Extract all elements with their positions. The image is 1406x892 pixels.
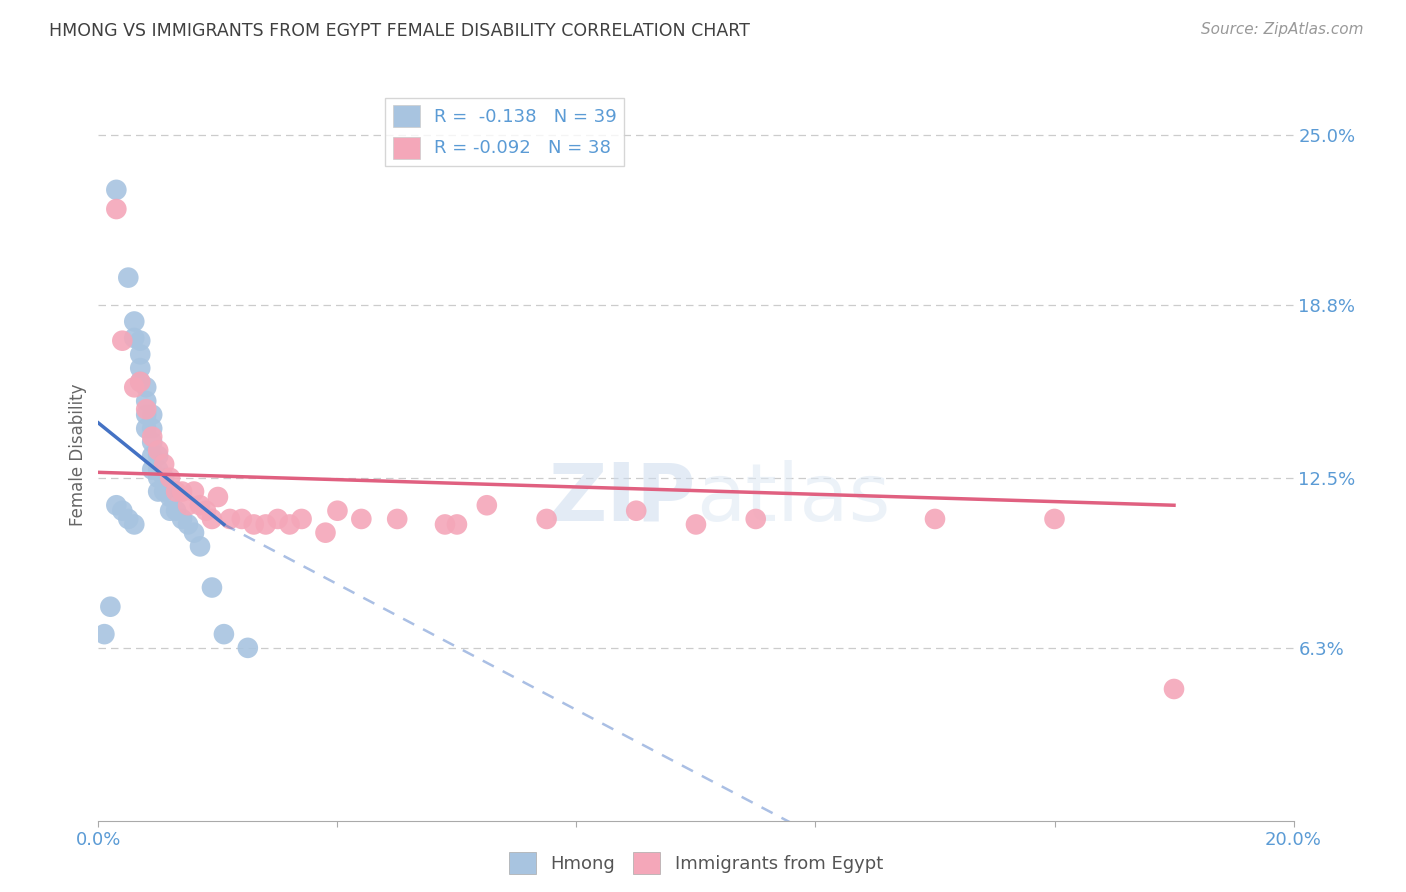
Point [141, 421, 163, 435]
Point [183, 484, 205, 499]
Point [129, 361, 152, 376]
Point [212, 627, 235, 641]
Point [278, 517, 301, 532]
Point [111, 504, 134, 518]
Point [153, 484, 176, 499]
Point [148, 449, 170, 463]
Point [135, 394, 157, 409]
Point [207, 490, 229, 504]
Point [105, 498, 128, 512]
Point [1163, 681, 1185, 696]
Point [536, 512, 558, 526]
Point [135, 408, 157, 422]
Point [434, 517, 457, 532]
Point [291, 512, 314, 526]
Point [231, 512, 253, 526]
Point [124, 517, 146, 532]
Point [124, 314, 146, 328]
Point [159, 471, 181, 485]
Point [129, 347, 152, 361]
Legend: Hmong, Immigrants from Egypt: Hmong, Immigrants from Egypt [502, 845, 890, 881]
Point [685, 517, 707, 532]
Point [141, 449, 163, 463]
Point [188, 498, 211, 512]
Point [124, 380, 146, 394]
Point [135, 380, 157, 394]
Point [148, 462, 170, 476]
Point [153, 471, 176, 485]
Text: ZIP: ZIP [548, 459, 696, 538]
Point [177, 517, 200, 532]
Point [243, 517, 266, 532]
Point [148, 443, 170, 458]
Point [111, 334, 134, 348]
Point [172, 484, 194, 499]
Point [626, 504, 648, 518]
Point [165, 504, 187, 518]
Point [129, 334, 152, 348]
Point [195, 504, 218, 518]
Point [745, 512, 768, 526]
Point [446, 517, 468, 532]
Point [188, 540, 211, 554]
Point [135, 421, 157, 435]
Point [236, 640, 259, 655]
Point [141, 435, 163, 450]
Point [148, 471, 170, 485]
Point [924, 512, 946, 526]
Point [117, 270, 139, 285]
Text: atlas: atlas [696, 459, 890, 538]
Point [183, 525, 205, 540]
Point [153, 457, 176, 471]
Text: Source: ZipAtlas.com: Source: ZipAtlas.com [1201, 22, 1364, 37]
Point [350, 512, 373, 526]
Point [148, 484, 170, 499]
Point [326, 504, 349, 518]
Point [201, 512, 224, 526]
Point [129, 375, 152, 389]
Point [254, 517, 277, 532]
Point [267, 512, 290, 526]
Point [172, 512, 194, 526]
Point [117, 512, 139, 526]
Point [135, 402, 157, 417]
Point [105, 202, 128, 216]
Point [141, 408, 163, 422]
Point [159, 504, 181, 518]
Point [475, 498, 498, 512]
Point [141, 430, 163, 444]
Point [141, 462, 163, 476]
Point [105, 183, 128, 197]
Point [165, 484, 187, 499]
Point [1043, 512, 1066, 526]
Y-axis label: Female Disability: Female Disability [69, 384, 87, 526]
Point [385, 512, 409, 526]
Point [93, 627, 115, 641]
Point [315, 525, 337, 540]
Point [100, 599, 122, 614]
Point [177, 498, 200, 512]
Point [219, 512, 242, 526]
Point [129, 375, 152, 389]
Point [124, 331, 146, 345]
Point [159, 490, 181, 504]
Text: HMONG VS IMMIGRANTS FROM EGYPT FEMALE DISABILITY CORRELATION CHART: HMONG VS IMMIGRANTS FROM EGYPT FEMALE DI… [49, 22, 749, 40]
Point [201, 581, 224, 595]
